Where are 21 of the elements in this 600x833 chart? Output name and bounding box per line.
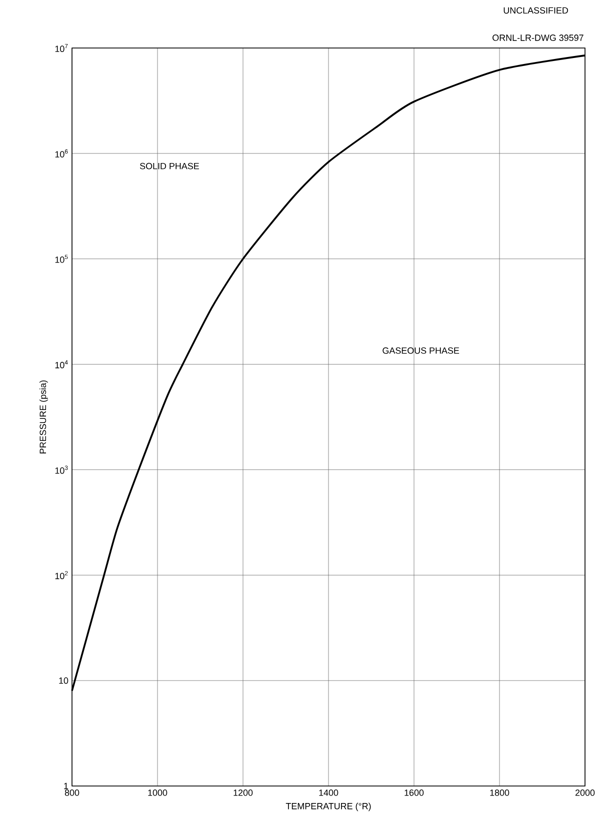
y-tick-label: 10$^{5}$ bbox=[55, 254, 68, 263]
y-tick-label: 10$^{4}$ bbox=[55, 360, 68, 368]
text: ORNL-LR-DWG 39597 bbox=[492, 34, 584, 41]
y-tick-label: 10$^{2}$ bbox=[55, 571, 68, 580]
x-tick-label: 1400 bbox=[319, 790, 338, 796]
y-tick-label: 1 bbox=[64, 782, 68, 790]
y-axis-title: PRESSURE (psia) bbox=[39, 380, 48, 454]
x-tick-label: 2000 bbox=[575, 790, 595, 796]
y-tick-label: 10 bbox=[59, 677, 68, 684]
y-tick-label: 10$^{6}$ bbox=[55, 149, 68, 158]
annotation: GASEOUS PHASE bbox=[382, 347, 460, 354]
x-tick-label: 1800 bbox=[490, 790, 510, 796]
annotation: SOLID PHASE bbox=[140, 162, 199, 170]
text: UNCLASSIFIED bbox=[504, 7, 568, 14]
y-tick-label: 10$^{3}$ bbox=[55, 466, 68, 474]
x-tick-label: 1200 bbox=[234, 790, 253, 796]
y-tick-label: 10$^{7}$ bbox=[55, 44, 68, 52]
x-tick-label: 1000 bbox=[148, 790, 168, 796]
x-tick-label: 1600 bbox=[404, 790, 424, 796]
x-axis-title: TEMPERATURE (°R) bbox=[286, 802, 371, 812]
x-tick-label: 800 bbox=[64, 790, 80, 796]
